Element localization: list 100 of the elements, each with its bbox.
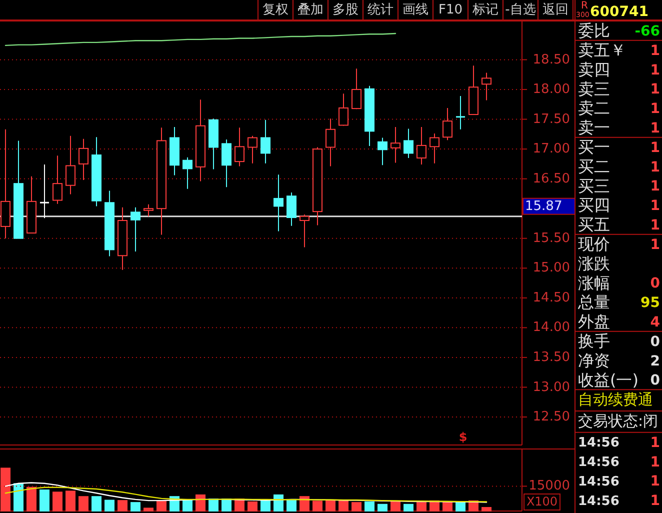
y-axis-title: X100: [526, 494, 558, 508]
bar: [0, 468, 10, 512]
text: 95: [640, 295, 660, 312]
text: 1: [650, 82, 660, 98]
text: 返回: [542, 2, 568, 18]
category-label: 现价: [578, 234, 610, 254]
y-tick-label: 14.50: [532, 290, 570, 306]
bar: [442, 501, 452, 512]
bar: [118, 500, 128, 512]
bar: [52, 492, 62, 512]
candlestick: [104, 190, 114, 257]
candlestick: [274, 174, 284, 232]
text: 1: [650, 218, 660, 234]
category-label: 换手: [578, 331, 610, 350]
annotation: $: [458, 430, 468, 444]
bar: [196, 494, 206, 512]
category-label: 涨跌: [578, 254, 610, 273]
text: 1: [650, 120, 660, 137]
text: 复权: [262, 2, 288, 18]
text: 多股: [332, 2, 358, 18]
category-label: 卖二: [578, 98, 610, 118]
bar: [364, 501, 374, 512]
candlestick: [118, 206, 128, 270]
text: 0: [650, 372, 660, 389]
text: F10: [438, 2, 463, 18]
text: 4: [650, 314, 660, 331]
bar: [338, 500, 348, 512]
bar: [274, 494, 284, 512]
bar: [416, 502, 426, 512]
bar: [26, 486, 36, 512]
y-tick-label: 12.50: [532, 410, 570, 425]
text: 1: [650, 198, 660, 214]
bar: [104, 500, 114, 512]
bar: [300, 496, 310, 512]
category-label: 卖五￥: [578, 40, 626, 60]
line-series: [4, 32, 396, 46]
text: 1: [650, 236, 660, 253]
text: 1: [650, 159, 660, 176]
bar: [456, 502, 466, 512]
text: 1: [650, 454, 660, 470]
text: 1: [650, 434, 660, 451]
category-label: 买三: [578, 176, 610, 196]
category-label: 14:56: [578, 455, 620, 470]
y-tick-label: 16.50: [532, 171, 570, 186]
bar: [312, 500, 322, 512]
candlestick: [66, 135, 76, 195]
y-tick-label: 18.00: [532, 82, 570, 98]
bar: [378, 504, 388, 512]
candlestick: [52, 155, 62, 204]
bar: [208, 498, 218, 512]
bar: [248, 501, 258, 512]
bar: [156, 500, 166, 512]
candlestick: [170, 126, 180, 176]
bar: [40, 490, 50, 512]
bar: [482, 507, 492, 512]
category-label: 卖一: [578, 118, 610, 138]
category-label: 14:56: [578, 474, 620, 490]
candlestick: [260, 119, 270, 164]
bar: [286, 498, 296, 512]
text: 0: [650, 276, 660, 292]
text: 2: [650, 353, 660, 370]
bar: [390, 501, 400, 512]
bar: [130, 502, 140, 512]
y-tick-label: 17.00: [532, 142, 570, 157]
y-tick-label: 13.00: [532, 380, 570, 395]
text: R: [581, 0, 588, 12]
category-label: 卖三: [578, 79, 610, 98]
text: 1: [650, 62, 660, 78]
text: -自选: [505, 2, 536, 18]
candlestick: [156, 127, 166, 236]
y-tick-label: 17.50: [532, 112, 570, 127]
category-label: 买一: [578, 137, 610, 156]
category-label: 收益(一): [578, 370, 638, 390]
y-tick-label: 15.00: [532, 260, 570, 276]
bar: [144, 508, 154, 512]
category-label: 净资: [578, 350, 610, 370]
category-label: 买二: [578, 156, 610, 176]
candlestick: [78, 138, 88, 180]
candlestick: [196, 99, 206, 182]
category-label: 买五: [578, 215, 610, 234]
bar: [404, 504, 414, 512]
candlestick: [378, 137, 388, 166]
bar: [182, 500, 192, 512]
text: 1: [650, 493, 660, 510]
y-tick-label: 14.00: [532, 320, 570, 336]
bar: [260, 500, 270, 512]
y-tick-label: 15000: [528, 478, 570, 494]
candlestick: [234, 127, 244, 167]
text: 1: [650, 474, 660, 490]
text: 画线: [402, 2, 428, 18]
bar: [326, 500, 336, 512]
text: 自动续费通: [578, 390, 653, 408]
candlestick: [390, 126, 400, 164]
bar: [92, 496, 102, 512]
text: 1: [650, 42, 660, 59]
category-label: 涨幅: [578, 273, 610, 292]
category-label: 买四: [578, 196, 610, 215]
bar: [222, 498, 232, 512]
category-label: 总量: [577, 292, 610, 312]
category-label: 卖四: [578, 60, 610, 79]
